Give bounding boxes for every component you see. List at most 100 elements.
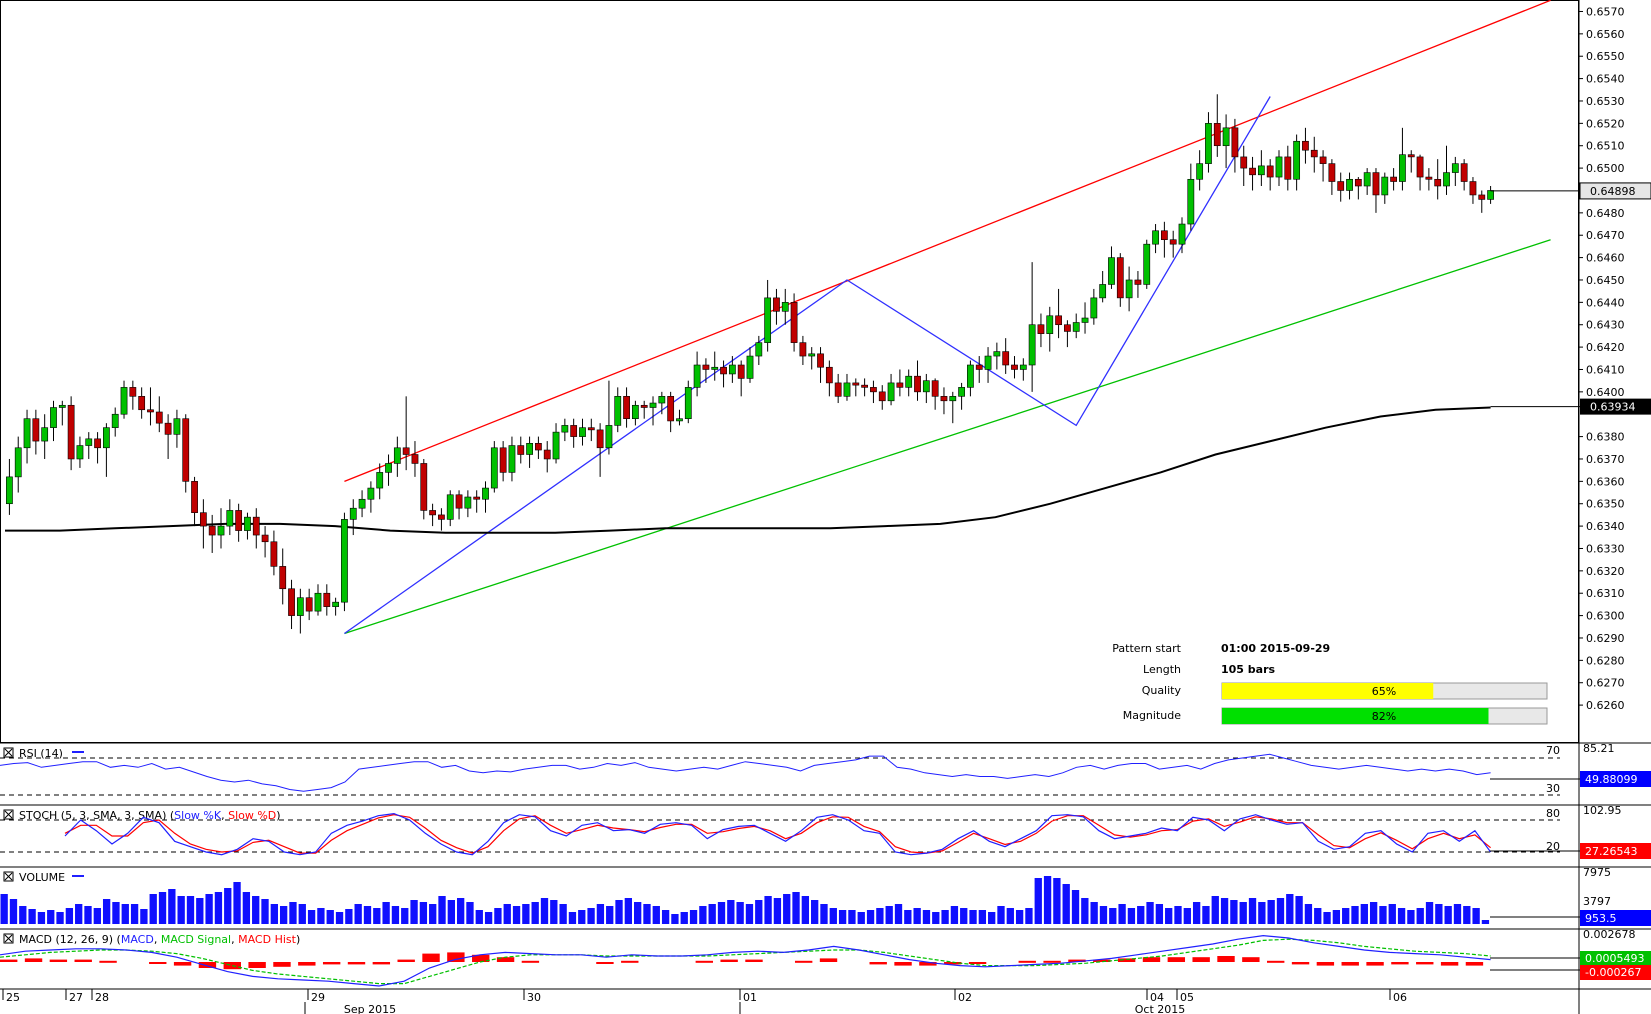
bull-candle — [341, 519, 348, 603]
volume-bar — [373, 908, 381, 924]
bear-candle — [896, 382, 904, 388]
volume-bar — [1202, 906, 1210, 924]
bear-candle — [32, 418, 40, 442]
bear-candle — [164, 422, 172, 435]
stoch-close-icon-cross — [4, 810, 13, 819]
volume-bar — [224, 888, 232, 924]
volume-bar — [848, 910, 856, 924]
bear-candle — [67, 404, 75, 460]
bull-candle — [1346, 178, 1353, 191]
volume-bar — [1258, 902, 1266, 924]
macd-panel: MACD (12, 26, 9) (MACD, MACD Signal, MAC… — [0, 928, 1651, 987]
bull-candle — [244, 516, 251, 531]
volume-bar — [885, 906, 893, 924]
macd-path — [0, 934, 1491, 987]
price-tick-label: 0.6350 — [1586, 498, 1625, 511]
bull-candle — [217, 525, 225, 536]
volume-bar — [1165, 908, 1173, 924]
bull-candle — [58, 404, 66, 408]
price-tick-label: 0.6340 — [1586, 520, 1625, 533]
volume-bar — [261, 899, 269, 924]
volume-bar — [550, 900, 558, 924]
volume-bar — [820, 904, 828, 924]
bear-candle — [878, 391, 886, 402]
macd-hist-bar — [472, 954, 490, 962]
bear-candle — [543, 449, 551, 460]
volume-bar — [661, 910, 670, 924]
price-tick-label: 0.6400 — [1586, 386, 1625, 399]
volume-bar — [792, 892, 800, 924]
bear-candle — [1160, 230, 1168, 240]
last-price-box — [1579, 182, 1651, 200]
stoch-k-legend: Slow %K — [174, 809, 222, 822]
macd-legend: MACD — [121, 933, 154, 946]
bull-candle — [393, 447, 401, 464]
volume-bar — [932, 912, 940, 924]
volume-bar — [335, 912, 344, 924]
stoch-panel: STOCH (5, 3, SMA, 3, SMA) (Slow %K, Slow… — [0, 804, 1651, 859]
volume-bar — [988, 912, 996, 924]
bear-candle — [1319, 156, 1327, 164]
quality-bar-fill — [1222, 683, 1434, 699]
volume-bar — [196, 898, 204, 924]
bear-candle — [1011, 364, 1018, 370]
volume-bar — [643, 904, 651, 924]
macd-hist-bar — [372, 962, 391, 965]
stoch-d-path — [64, 814, 1491, 854]
bull-candle — [605, 425, 613, 449]
volume-bar — [75, 904, 83, 924]
bear-candle — [208, 525, 216, 536]
price-tick-label: 0.6300 — [1586, 610, 1625, 623]
volume-bar — [512, 906, 521, 924]
volume-bar — [363, 906, 372, 924]
macd-hist-bar — [248, 962, 266, 968]
macd-current-label: -0.000267 — [1585, 966, 1641, 979]
x-day-label: 25 — [6, 991, 20, 1004]
bull-candle — [85, 438, 93, 446]
bull-candle — [464, 496, 472, 509]
bear-candle — [817, 353, 824, 368]
volume-bar — [559, 904, 567, 924]
volume-bar — [922, 910, 931, 924]
bull-candle — [993, 351, 1001, 357]
stoch-title: STOCH (5, 3, SMA, 3, SMA) (Slow %K, Slow… — [19, 809, 281, 822]
volume-bar — [252, 896, 260, 924]
bull-candle — [1451, 163, 1459, 173]
bull-candle — [1222, 127, 1230, 147]
volume-bar — [0, 894, 8, 924]
volume-bar — [997, 906, 1005, 924]
bear-candle — [129, 387, 137, 397]
macd-hist-bar — [273, 962, 291, 967]
bear-candle — [702, 364, 710, 370]
bear-candle — [570, 425, 578, 437]
bear-candle — [199, 512, 207, 527]
bull-candle — [1205, 123, 1212, 164]
price-tick-label: 0.6470 — [1586, 229, 1625, 242]
volume-bar — [838, 910, 847, 924]
volume-bar — [1267, 900, 1275, 924]
bear-candle — [1213, 123, 1221, 147]
bear-candle — [623, 396, 630, 420]
pattern-start-label: Pattern start — [1112, 642, 1181, 655]
bull-candle — [1152, 230, 1159, 245]
bull-candle — [631, 404, 639, 419]
macd-hist-bar — [397, 959, 415, 962]
bull-candle — [120, 387, 128, 415]
bear-candle — [587, 427, 595, 431]
price-tick-label: 0.6280 — [1586, 654, 1625, 667]
volume-bar — [1248, 898, 1257, 924]
volume-bar — [466, 902, 474, 924]
bull-candle — [711, 366, 719, 370]
volume-bar — [727, 900, 735, 924]
bear-candle — [1134, 279, 1142, 285]
bull-candle — [1187, 178, 1195, 225]
volume-bar — [755, 900, 763, 924]
x-day-label: 27 — [69, 991, 83, 1004]
volume-bar — [1034, 878, 1042, 924]
bear-candle — [914, 375, 921, 393]
volume-bar — [736, 902, 744, 924]
volume-bar — [382, 902, 390, 924]
bear-candle — [270, 541, 278, 567]
volume-bar — [773, 898, 782, 924]
bear-candle — [852, 382, 860, 386]
